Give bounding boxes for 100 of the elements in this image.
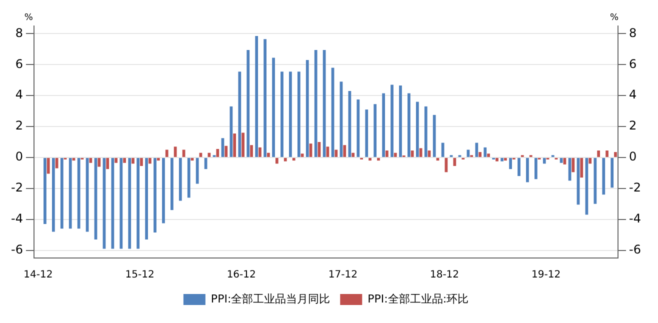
bar (238, 72, 242, 157)
bar (145, 158, 148, 240)
bar (594, 158, 597, 204)
y-tick-label: -2 (10, 180, 23, 195)
x-tick-label: 18-12 (430, 270, 460, 281)
bar (334, 150, 338, 157)
bar (432, 114, 436, 157)
bar (233, 133, 236, 157)
bar (120, 158, 123, 249)
bar (368, 158, 372, 161)
bar (165, 150, 168, 157)
bar (356, 99, 360, 157)
bar (178, 158, 182, 201)
bar (408, 93, 410, 157)
bar (572, 158, 575, 172)
bar (154, 158, 156, 232)
x-tick-label: 19-12 (532, 270, 561, 281)
legend-label: PPI:全部工业品:环比 (368, 292, 469, 306)
bar (98, 158, 101, 167)
bar (560, 158, 563, 163)
x-tick-label: 17-12 (328, 270, 358, 281)
bar (289, 72, 292, 157)
x-tick-label: 16-12 (226, 270, 256, 281)
bar (246, 50, 250, 157)
bar (394, 152, 397, 157)
bar (504, 158, 507, 161)
bar (52, 158, 55, 232)
bar (478, 152, 482, 157)
bar (123, 158, 126, 163)
bar (610, 158, 614, 188)
bar (410, 150, 414, 157)
bar (382, 93, 385, 157)
y2-tick-label: -2 (629, 180, 642, 195)
bar (264, 39, 266, 157)
bar (314, 50, 318, 157)
bar (44, 158, 46, 224)
bar (242, 132, 244, 157)
y-tick-label: 6 (15, 56, 23, 71)
bar (106, 158, 110, 170)
bar (208, 152, 211, 157)
bar (343, 145, 346, 157)
bar (136, 158, 140, 249)
bar (374, 104, 377, 157)
bar (297, 72, 300, 157)
x-tick-label: 14-12 (24, 270, 53, 281)
bar (390, 84, 394, 157)
bar (77, 158, 80, 229)
bar (111, 158, 114, 249)
y-tick-label: -6 (10, 242, 23, 256)
bar (114, 158, 118, 163)
bar (475, 142, 478, 157)
bar (60, 158, 64, 229)
bar (606, 150, 608, 157)
bar (300, 154, 304, 157)
bar (484, 147, 487, 157)
bar (255, 36, 258, 157)
legend-label: PPI:全部工业品当月同比 (210, 292, 330, 306)
bar (487, 154, 490, 157)
bar (170, 158, 174, 210)
y-tick-label: 0 (15, 150, 23, 164)
bar (496, 158, 498, 162)
bar (518, 158, 520, 176)
bar (196, 158, 199, 184)
bar (509, 158, 512, 170)
y2-axis-title: % (610, 12, 620, 23)
x-tick-label: 15-12 (125, 270, 154, 281)
bar (284, 158, 287, 162)
bar (377, 158, 380, 161)
bar (416, 102, 419, 157)
bar (89, 158, 92, 163)
y-tick-label: 8 (15, 26, 23, 40)
bar (614, 152, 617, 157)
bar (182, 150, 186, 157)
bar (588, 158, 592, 164)
bar (174, 146, 177, 157)
bar (399, 86, 402, 157)
bar (597, 150, 600, 157)
bar (280, 72, 284, 157)
bar (292, 158, 296, 161)
bar (534, 158, 538, 180)
bar (132, 158, 134, 164)
bar (352, 152, 355, 157)
bar (55, 158, 58, 168)
bar (272, 58, 275, 157)
bar (128, 158, 132, 249)
y2-tick-label: 4 (629, 88, 637, 102)
bar (250, 145, 253, 157)
y2-tick-label: -6 (629, 242, 642, 256)
y-axis-title: % (24, 12, 34, 23)
bar (424, 106, 428, 157)
bar (500, 158, 504, 162)
bar (386, 150, 388, 157)
bar (216, 148, 220, 157)
bar (140, 158, 143, 166)
y2-tick-label: 8 (629, 26, 637, 40)
bar (306, 60, 309, 157)
bar (542, 158, 546, 164)
bar (602, 158, 606, 195)
bar (187, 158, 190, 198)
bar (156, 158, 160, 161)
